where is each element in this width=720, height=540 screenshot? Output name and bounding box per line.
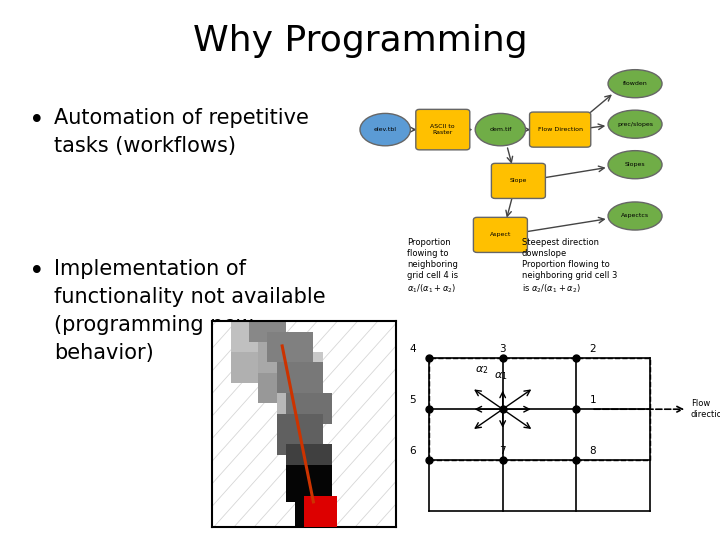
- Bar: [268, 332, 313, 362]
- Bar: [286, 352, 323, 383]
- Text: 1: 1: [590, 395, 596, 405]
- Text: prec/slopes: prec/slopes: [617, 122, 653, 127]
- Bar: [249, 321, 286, 342]
- Text: 3: 3: [500, 344, 506, 354]
- FancyBboxPatch shape: [491, 163, 546, 198]
- Text: ASCII to
Raster: ASCII to Raster: [431, 124, 455, 135]
- Text: Aspect: Aspect: [490, 232, 511, 238]
- Bar: [258, 342, 305, 373]
- Bar: [295, 496, 332, 526]
- Text: 5: 5: [410, 395, 416, 405]
- Text: •: •: [29, 259, 45, 285]
- Bar: [276, 383, 313, 414]
- Bar: [286, 444, 332, 485]
- Bar: [276, 414, 323, 455]
- Ellipse shape: [608, 110, 662, 138]
- Text: flowden: flowden: [623, 81, 647, 86]
- Text: 7: 7: [500, 446, 506, 456]
- Ellipse shape: [608, 70, 662, 98]
- Text: Proportion
flowing to
neighboring
grid cell 4 is
$\alpha_1/(\alpha_1+\alpha_2)$: Proportion flowing to neighboring grid c…: [407, 238, 458, 295]
- Bar: [276, 362, 323, 393]
- Bar: [295, 485, 323, 516]
- Text: Implementation of
functionality not available
(programming new
behavior): Implementation of functionality not avai…: [54, 259, 325, 363]
- FancyBboxPatch shape: [474, 217, 527, 252]
- Text: Aspectcs: Aspectcs: [621, 213, 649, 219]
- Ellipse shape: [608, 151, 662, 179]
- Text: •: •: [29, 108, 45, 134]
- FancyBboxPatch shape: [530, 112, 590, 147]
- Bar: [305, 496, 337, 526]
- Text: dem.tif: dem.tif: [489, 127, 512, 132]
- Text: Flow Direction: Flow Direction: [538, 127, 582, 132]
- Text: 6: 6: [410, 446, 416, 456]
- Text: Steepest direction
downslope
Proportion flowing to
neighboring grid cell 3
is $\: Steepest direction downslope Proportion …: [522, 238, 617, 295]
- Text: Flow
direction.: Flow direction.: [690, 400, 720, 419]
- Ellipse shape: [608, 202, 662, 230]
- Ellipse shape: [475, 113, 526, 146]
- Text: elev.tbl: elev.tbl: [374, 127, 397, 132]
- Bar: [230, 321, 276, 352]
- Text: 8: 8: [590, 446, 596, 456]
- Bar: [286, 465, 332, 502]
- Text: Slopes: Slopes: [625, 162, 645, 167]
- Bar: [286, 393, 332, 424]
- Bar: [230, 352, 258, 383]
- Bar: [258, 373, 286, 403]
- Text: Why Programming: Why Programming: [193, 24, 527, 58]
- Bar: [429, 358, 650, 460]
- Text: $\alpha_2$: $\alpha_2$: [474, 364, 488, 376]
- FancyBboxPatch shape: [416, 109, 469, 150]
- Text: Slope: Slope: [510, 178, 527, 184]
- Text: Automation of repetitive
tasks (workflows): Automation of repetitive tasks (workflow…: [54, 108, 309, 156]
- Bar: [286, 475, 323, 496]
- Ellipse shape: [360, 113, 410, 146]
- Text: 2: 2: [590, 344, 596, 354]
- Text: $\alpha_1$: $\alpha_1$: [494, 370, 508, 382]
- Text: 4: 4: [410, 344, 416, 354]
